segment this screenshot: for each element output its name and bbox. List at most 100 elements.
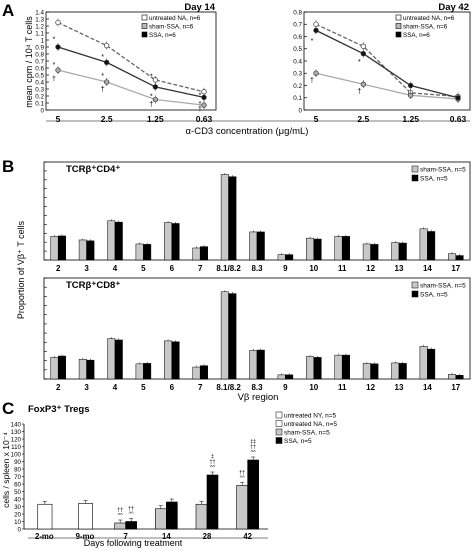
day14-ytick-label: 1.4 xyxy=(35,9,44,16)
cd8-bar xyxy=(220,291,229,380)
cd4-bar xyxy=(398,242,407,261)
day42-ytick-label: 0.6 xyxy=(293,34,302,41)
cd4-bar xyxy=(341,236,350,261)
cd4-xtick-label: 8.1/8.2 xyxy=(216,264,241,273)
day14-ytick-label: 0.3 xyxy=(35,86,44,93)
cd4-xtick-label: 8.3 xyxy=(251,264,263,273)
cd4-bar xyxy=(285,254,294,261)
cd8-chart: 2 3 4 5 6 7 8.1/8.2 8.3 9 10 11 12 13 14 17 sham-SSA, n… xyxy=(43,277,471,392)
tregs-ytick-label: 20 xyxy=(14,511,21,518)
day42-data-point xyxy=(408,92,414,98)
cd8-xtick-label: 8.3 xyxy=(251,383,263,392)
cd8-xtick-label: 11 xyxy=(338,383,347,392)
cd8-xtick-label: 4 xyxy=(113,383,118,392)
day42-ytick-label: 0.8 xyxy=(293,9,302,16)
cd4-bar xyxy=(427,231,436,261)
cd4-xtick-label: 3 xyxy=(84,264,89,273)
day42-ytick-label: 0 xyxy=(298,107,302,114)
tregs-annotation: †† xyxy=(209,460,215,466)
day14-legend-swatch xyxy=(141,31,148,38)
cd8-bar xyxy=(114,339,123,380)
day14-ytick-label: 0.9 xyxy=(35,44,44,51)
day14-data-point xyxy=(55,67,61,73)
tregs-annotation: †† xyxy=(128,506,134,512)
day42-data-point xyxy=(313,70,319,76)
tregs-annotation: ‡ xyxy=(211,454,214,460)
day14-ytick-label: 0.5 xyxy=(35,72,44,79)
tregs-legend-swatch xyxy=(275,420,283,427)
cd4-bar xyxy=(455,255,464,261)
tregs-ytick-label: 70 xyxy=(14,474,21,481)
cd8-bar xyxy=(107,338,116,380)
cd8-bar xyxy=(50,357,59,380)
cd4-xtick-label: 14 xyxy=(423,264,432,273)
day42-series-line xyxy=(315,23,459,98)
tregs-ytick-label: 130 xyxy=(11,429,22,436)
cd4-bar xyxy=(448,253,457,261)
panel-c-ylabel: cells / spleen x 10⁻⁴ xyxy=(1,432,11,508)
day42-data-point xyxy=(360,81,366,87)
panel-c-xlabel: Days following treatment xyxy=(84,538,183,548)
day14-annotation: * xyxy=(101,73,104,80)
day42-series-line xyxy=(315,72,459,100)
cd4-legend-swatch xyxy=(411,165,419,173)
cd8-bar xyxy=(306,356,315,380)
day14-ytick-label: 0.4 xyxy=(35,79,44,86)
cd8-bar xyxy=(455,375,464,380)
cd8-bar xyxy=(285,374,294,380)
day14-xtick-label: 2.5 xyxy=(101,114,113,124)
day14-xtick-label: 5 xyxy=(56,114,61,124)
cd8-xtick-label: 13 xyxy=(395,383,404,392)
day42-annotation: * xyxy=(358,59,361,66)
day14-title: Day 14 xyxy=(184,2,215,13)
tregs-legend-label: untreated NY, n=5 xyxy=(284,413,336,420)
day14-ytick-label: 1.1 xyxy=(35,30,44,37)
cd4-bar xyxy=(370,244,379,261)
cd8-bar xyxy=(78,359,87,380)
tregs-ytick-label: 80 xyxy=(14,466,21,473)
tregs-bar xyxy=(195,503,208,530)
tregs-ytick-label: 120 xyxy=(11,436,22,443)
tregs-xtick-label: 14 xyxy=(162,532,171,541)
cd4-bar xyxy=(86,240,95,261)
cd8-bar xyxy=(57,355,66,380)
tregs-xtick-label: 42 xyxy=(243,532,252,541)
cd8-bar xyxy=(249,350,258,380)
cd4-xtick-label: 4 xyxy=(113,264,118,273)
panel-letter-b: B xyxy=(2,157,14,176)
cd8-bar xyxy=(334,354,343,380)
day42-xtick-label: 2.5 xyxy=(357,114,369,124)
day14-annotation: * xyxy=(199,101,202,108)
tregs-annotation: ^^ xyxy=(240,476,246,482)
tregs-bar xyxy=(155,508,167,530)
day42-ytick-label: 0.4 xyxy=(293,58,302,65)
cd8-bar xyxy=(398,363,407,380)
cd8-bar xyxy=(256,349,265,380)
cd4-bar xyxy=(334,236,343,261)
cd8-bar xyxy=(277,374,286,380)
tregs-ytick-label: 50 xyxy=(14,489,21,496)
day14-annotation: † xyxy=(101,86,105,93)
tregs-legend-swatch xyxy=(275,428,283,436)
cd4-bar xyxy=(199,246,208,261)
day14-ytick-label: 0.1 xyxy=(35,100,44,107)
day42-legend-label: untreated NA, n=6 xyxy=(403,15,455,22)
day14-ytick-label: 1.2 xyxy=(35,23,44,30)
cd8-xtick-label: 5 xyxy=(141,383,146,392)
tregs-ytick-label: 110 xyxy=(11,444,21,451)
cd4-bar xyxy=(57,235,66,261)
day14-xtick-label: 0.63 xyxy=(196,114,213,124)
cd4-xtick-label: 5 xyxy=(141,264,146,273)
tregs-bar xyxy=(78,503,94,530)
cd8-bar xyxy=(419,346,428,380)
day14-ytick-label: 0 xyxy=(40,107,44,114)
cd4-legend-label: SSA, n=5 xyxy=(420,176,448,183)
cd8-bar xyxy=(86,359,95,380)
day42-ytick-label: 0.3 xyxy=(293,71,302,78)
cd8-bar xyxy=(199,365,208,380)
tregs-xtick-label: 7 xyxy=(123,532,127,541)
day14-data-point xyxy=(104,79,110,85)
day14-legend-label: untreated NA, n=6 xyxy=(149,15,201,22)
cd8-xtick-label: 9 xyxy=(283,383,288,392)
